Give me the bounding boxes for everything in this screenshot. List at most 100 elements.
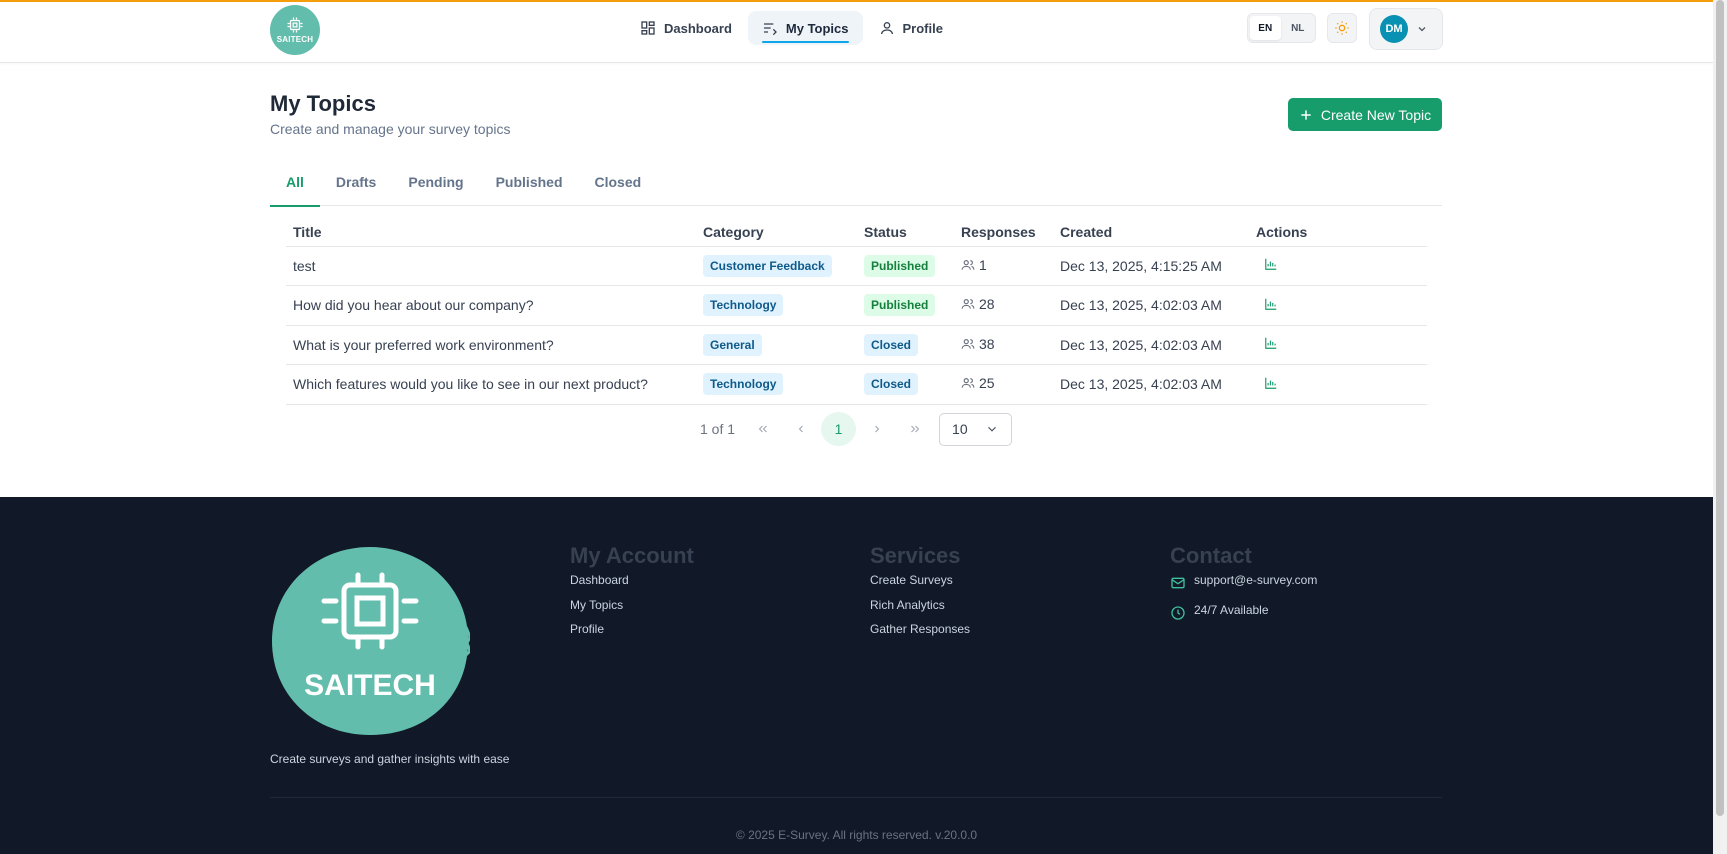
cell-status: Closed — [857, 325, 954, 365]
column-header-status[interactable]: Status — [857, 219, 954, 247]
scrollbar-thumb[interactable] — [1716, 0, 1724, 816]
tab-closed[interactable]: Closed — [594, 174, 642, 190]
cell-category: General — [696, 325, 857, 365]
plus-icon — [1301, 109, 1311, 120]
header-logo[interactable]: SAITECH — [270, 5, 320, 55]
create-new-topic-button[interactable]: Create New Topic — [1288, 98, 1442, 131]
theme-toggle-button[interactable] — [1327, 13, 1357, 43]
nav-dashboard[interactable]: Dashboard — [626, 11, 746, 45]
page-subtitle: Create and manage your survey topics — [270, 121, 511, 137]
table-row[interactable]: Which features would you like to see in … — [286, 364, 1427, 405]
response-count: 25 — [979, 375, 995, 392]
lang-en-button[interactable]: EN — [1250, 16, 1281, 40]
users-icon — [961, 259, 975, 270]
footer-link-gather-responses[interactable]: Gather Responses — [870, 622, 971, 636]
nav-dashboard-label: Dashboard — [664, 20, 732, 36]
footer-link-create-surveys[interactable]: Create Surveys — [870, 573, 953, 587]
prev-page-button[interactable] — [783, 412, 818, 446]
topics-table: Title Category Status Responses Created … — [286, 219, 1427, 405]
column-header-category[interactable]: Category — [696, 219, 857, 247]
last-page-button[interactable] — [897, 412, 932, 446]
tab-all[interactable]: All — [270, 162, 320, 207]
cell-category: Technology — [696, 364, 857, 405]
cell-actions — [1249, 285, 1427, 326]
contact-email: support@e-survey.com — [1194, 573, 1318, 587]
footer-link-dashboard[interactable]: Dashboard — [570, 573, 629, 587]
chevrons-left-icon — [758, 425, 767, 433]
footer-contact: Contact support@e-survey.com 24/7 Availa… — [1170, 543, 1317, 633]
lang-nl-button[interactable]: NL — [1291, 22, 1305, 34]
user-menu-button[interactable]: DM — [1369, 8, 1443, 50]
cell-responses: 25 — [954, 364, 1053, 405]
header-logo-text: SAITECH — [276, 35, 314, 44]
footer-copyright: © 2025 E-Survey. All rights reserved. v.… — [735, 828, 978, 842]
first-page-button[interactable] — [745, 412, 780, 446]
footer-link-profile[interactable]: Profile — [570, 622, 605, 636]
list-icon — [763, 23, 777, 36]
response-count: 38 — [979, 335, 995, 352]
footer-tagline: Create surveys and gather insights with … — [270, 752, 510, 766]
top-accent-bar — [0, 0, 1713, 2]
tab-published[interactable]: Published — [495, 174, 563, 190]
analytics-icon[interactable] — [1264, 297, 1278, 311]
column-header-created[interactable]: Created — [1053, 219, 1249, 247]
column-header-responses[interactable]: Responses — [954, 219, 1053, 247]
response-count: 1 — [979, 256, 987, 273]
table-header-row: Title Category Status Responses Created … — [286, 219, 1427, 247]
footer-logo-text: SAITECH — [304, 669, 436, 702]
avatar: DM — [1380, 15, 1408, 43]
chevron-down-icon — [1418, 27, 1426, 32]
tab-drafts[interactable]: Drafts — [335, 174, 377, 190]
analytics-icon[interactable] — [1264, 257, 1278, 271]
next-page-button[interactable] — [859, 412, 894, 446]
status-badge: Closed — [864, 333, 919, 356]
category-badge: Customer Feedback — [703, 254, 832, 277]
column-header-title[interactable]: Title — [286, 219, 696, 247]
footer-my-account: My Account Dashboard My Topics Profile — [570, 543, 694, 647]
chip-icon — [287, 17, 303, 33]
top-header: SAITECH Dashboard My Topics Profile EN N… — [0, 2, 1713, 63]
cell-created: Dec 13, 2025, 4:02:03 AM — [1053, 364, 1249, 405]
response-count: 28 — [979, 296, 995, 313]
users-icon — [961, 338, 975, 349]
table-row[interactable]: What is your preferred work environment?… — [286, 325, 1427, 365]
cell-title: What is your preferred work environment? — [286, 325, 696, 365]
dashboard-icon — [641, 21, 655, 35]
footer-link-rich-analytics[interactable]: Rich Analytics — [870, 597, 945, 612]
cell-title: Which features would you like to see in … — [286, 364, 696, 405]
analytics-icon[interactable] — [1264, 376, 1278, 390]
contact-email-row[interactable]: support@e-survey.com — [1170, 573, 1317, 603]
footer-link-my-topics[interactable]: My Topics — [570, 597, 624, 612]
status-badge: Published — [864, 254, 936, 277]
category-badge: General — [703, 333, 762, 356]
cell-responses: 38 — [954, 325, 1053, 365]
user-icon — [880, 22, 893, 35]
footer — [0, 497, 1713, 854]
table-row[interactable]: test Customer Feedback Published 1 Dec 1… — [286, 246, 1427, 286]
pagination: 1 of 1 1 10 — [700, 412, 1013, 446]
cell-created: Dec 13, 2025, 4:15:25 AM — [1053, 246, 1249, 286]
nav-profile-label: Profile — [902, 20, 943, 36]
page-button-current[interactable]: 1 — [821, 412, 857, 446]
cell-created: Dec 13, 2025, 4:02:03 AM — [1053, 325, 1249, 365]
tab-pending[interactable]: Pending — [408, 174, 464, 190]
clock-icon — [1171, 606, 1185, 620]
page-info: 1 of 1 — [700, 421, 736, 437]
table-row[interactable]: How did you hear about our company? Tech… — [286, 285, 1427, 326]
cell-status: Closed — [857, 364, 954, 405]
status-badge: Closed — [864, 373, 919, 396]
contact-availability: 24/7 Available — [1194, 603, 1269, 617]
cell-created: Dec 13, 2025, 4:02:03 AM — [1053, 285, 1249, 326]
cell-responses: 1 — [954, 246, 1053, 286]
cell-status: Published — [857, 285, 954, 326]
page-size-select[interactable]: 10 — [939, 412, 1013, 446]
create-new-topic-label: Create New Topic — [1320, 106, 1432, 123]
category-badge: Technology — [703, 294, 784, 317]
nav-profile[interactable]: Profile — [865, 11, 957, 45]
cell-actions — [1249, 325, 1427, 365]
chevron-down-icon — [988, 426, 996, 432]
chevron-right-icon — [874, 425, 879, 433]
chevron-left-icon — [798, 425, 803, 433]
nav-my-topics[interactable]: My Topics — [747, 11, 863, 45]
analytics-icon[interactable] — [1264, 336, 1278, 350]
